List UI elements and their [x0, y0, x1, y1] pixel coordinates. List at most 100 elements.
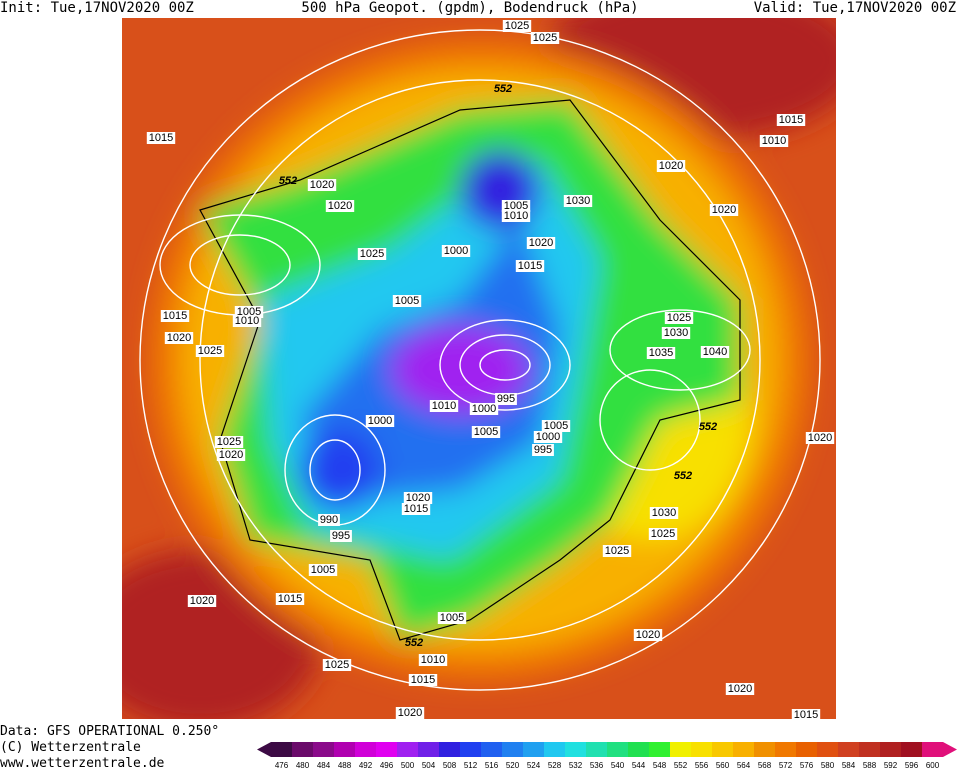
colorbar-label: 520	[506, 761, 520, 770]
isobar-label: 995	[497, 393, 515, 405]
label-box	[776, 114, 806, 126]
colorbar-label: 512	[464, 761, 478, 770]
colorbar-label: 572	[779, 761, 793, 770]
label-box	[709, 204, 739, 216]
label-box	[526, 237, 556, 249]
colorbar-label: 532	[569, 761, 583, 770]
isobar-label: 1005	[311, 564, 335, 576]
isobar-label: 552	[494, 83, 512, 95]
label-box	[471, 426, 501, 438]
label-box	[441, 245, 471, 257]
isobar-label: 1000	[536, 431, 560, 443]
isobar-label: 1025	[667, 312, 691, 324]
isobar-label: 1005	[440, 612, 464, 624]
isobar-label: 1015	[411, 674, 435, 686]
label-box	[307, 179, 337, 191]
label-box	[403, 492, 433, 504]
label-box	[308, 564, 338, 576]
label-box	[429, 400, 459, 412]
colorbar-arrow-left	[257, 742, 271, 757]
label-box	[164, 332, 194, 344]
isobar-label: 1020	[529, 237, 553, 249]
label-box	[408, 674, 438, 686]
isobar-label: 990	[320, 514, 338, 526]
isobar-label: 1030	[566, 195, 590, 207]
isobar-label: 1025	[505, 20, 529, 32]
isobar-label: 552	[279, 175, 297, 187]
isobar-label: 1020	[728, 683, 752, 695]
colorbar-label: 500	[401, 761, 415, 770]
colorbar-swatch	[439, 742, 460, 757]
label-box	[646, 347, 676, 359]
isobar-label: 1020	[219, 449, 243, 461]
colorbar-label: 524	[527, 761, 541, 770]
label-box	[318, 514, 340, 526]
isobar-label: 1005	[395, 295, 419, 307]
colorbar-arrow-right	[943, 742, 957, 757]
label-box	[661, 327, 691, 339]
colorbar-swatch	[544, 742, 565, 757]
copyright: (C) Wetterzentrale	[0, 740, 141, 755]
label-box	[395, 707, 425, 719]
colorbar-swatch	[418, 742, 439, 757]
data-source: Data: GFS OPERATIONAL 0.250°	[0, 724, 219, 739]
colorbar-label: 556	[695, 761, 709, 770]
label-box	[187, 595, 217, 607]
isobar-label: 1015	[518, 260, 542, 272]
label-box	[214, 436, 244, 448]
isobar-label: 1025	[325, 659, 349, 671]
isobar-label: 1025	[360, 248, 384, 260]
isobar-label: 1025	[605, 545, 629, 557]
isobar-label: 1020	[808, 432, 832, 444]
label-box	[275, 593, 305, 605]
label-box	[700, 346, 730, 358]
isobar-label: 1020	[636, 629, 660, 641]
label-box	[392, 295, 422, 307]
label-box	[195, 345, 225, 357]
colorbar-label: 528	[548, 761, 562, 770]
label-box	[437, 612, 467, 624]
colorbar-swatch	[292, 742, 313, 757]
colorbar-swatch	[628, 742, 649, 757]
isobar-label: 1025	[217, 436, 241, 448]
label-box	[322, 659, 352, 671]
isobar-label: 1030	[652, 507, 676, 519]
isobar-label: 1000	[368, 415, 392, 427]
isobar-label: 1015	[149, 132, 173, 144]
label-box	[648, 528, 678, 540]
isobar-label: 1015	[278, 593, 302, 605]
label-box	[515, 260, 545, 272]
colorbar-label: 476	[275, 761, 289, 770]
label-box	[791, 709, 821, 721]
colorbar-label: 480	[296, 761, 310, 770]
colorbar-swatch	[796, 742, 817, 757]
colorbar-swatch	[376, 742, 397, 757]
colorbar-swatch	[607, 742, 628, 757]
label-box	[530, 32, 560, 44]
label-box	[532, 444, 554, 456]
isobar-label: 1020	[310, 179, 334, 191]
colorbar-label: 564	[737, 761, 751, 770]
colorbar-label: 492	[359, 761, 373, 770]
isobar-label: 1025	[198, 345, 222, 357]
isobar-label: 1005	[237, 306, 261, 318]
label-box	[325, 200, 355, 212]
colorbar-label: 504	[422, 761, 436, 770]
isobars	[139, 29, 821, 691]
colorbar-swatch	[880, 742, 901, 757]
colorbar-swatch	[334, 742, 355, 757]
colorbar-label: 596	[905, 761, 919, 770]
label-box	[533, 431, 563, 443]
field	[122, 18, 836, 719]
colorbar-swatch	[817, 742, 838, 757]
colorbar-swatch	[271, 742, 292, 757]
colorbar-label: 540	[611, 761, 625, 770]
label-box	[501, 210, 531, 222]
isobar-label: 1015	[794, 709, 818, 721]
label-box	[469, 403, 499, 415]
isobar-label: 1015	[404, 503, 428, 515]
colorbar-swatch	[670, 742, 691, 757]
label-box	[160, 310, 190, 322]
isobar-label: 1015	[163, 310, 187, 322]
colorbar-swatch	[397, 742, 418, 757]
